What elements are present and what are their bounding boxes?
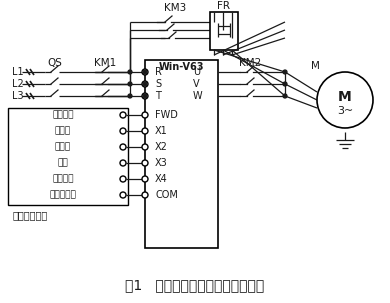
Text: 正转命令: 正转命令	[52, 111, 74, 119]
Text: W: W	[193, 91, 203, 101]
Bar	[210, 12, 238, 50]
Bar	[8, 108, 128, 205]
Circle shape	[142, 81, 148, 87]
Circle shape	[283, 94, 287, 98]
Text: KM3: KM3	[164, 3, 186, 13]
Circle shape	[317, 72, 373, 128]
Circle shape	[120, 192, 126, 198]
Text: 多段频: 多段频	[55, 126, 71, 135]
Circle shape	[120, 160, 126, 166]
Text: Win-V63: Win-V63	[159, 62, 204, 72]
Circle shape	[128, 70, 132, 74]
Text: R: R	[155, 67, 162, 77]
Text: X4: X4	[155, 174, 168, 184]
Circle shape	[142, 192, 148, 198]
Text: FWD: FWD	[155, 110, 178, 120]
Circle shape	[142, 128, 148, 134]
Circle shape	[120, 144, 126, 150]
Circle shape	[143, 94, 147, 98]
Circle shape	[142, 112, 148, 118]
Circle shape	[142, 176, 148, 182]
Text: T: T	[155, 91, 161, 101]
Text: 球磨机控制台: 球磨机控制台	[13, 210, 48, 220]
Text: COM: COM	[155, 190, 178, 200]
Text: M: M	[338, 90, 352, 104]
Text: L2: L2	[12, 79, 24, 89]
Circle shape	[142, 69, 148, 75]
Text: L3: L3	[12, 91, 24, 101]
Circle shape	[143, 82, 147, 86]
Text: S: S	[155, 79, 161, 89]
Text: 急停: 急停	[58, 158, 68, 168]
Text: FR: FR	[218, 1, 230, 11]
Text: 率选择: 率选择	[55, 142, 71, 152]
Circle shape	[128, 94, 132, 98]
Circle shape	[283, 70, 287, 74]
Circle shape	[283, 82, 287, 86]
Text: 故障复位: 故障复位	[52, 175, 74, 184]
Circle shape	[142, 144, 148, 150]
Circle shape	[120, 112, 126, 118]
Bar	[145, 60, 218, 248]
Text: L1: L1	[12, 67, 24, 77]
Circle shape	[128, 82, 132, 86]
Text: M: M	[310, 61, 319, 71]
Circle shape	[142, 93, 148, 99]
Text: 图1   球磨机变频调速改造主电路图: 图1 球磨机变频调速改造主电路图	[125, 278, 265, 292]
Text: 3~: 3~	[337, 106, 353, 116]
Circle shape	[120, 176, 126, 182]
Text: X1: X1	[155, 126, 168, 136]
Circle shape	[142, 160, 148, 166]
Text: KM2: KM2	[239, 58, 261, 68]
Circle shape	[143, 70, 147, 74]
Text: V: V	[193, 79, 200, 89]
Text: KM1: KM1	[94, 58, 116, 68]
Text: 数字信号地: 数字信号地	[50, 191, 76, 199]
Text: U: U	[193, 67, 200, 77]
Text: QS: QS	[48, 58, 62, 68]
Text: X2: X2	[155, 142, 168, 152]
Circle shape	[120, 128, 126, 134]
Text: X3: X3	[155, 158, 168, 168]
